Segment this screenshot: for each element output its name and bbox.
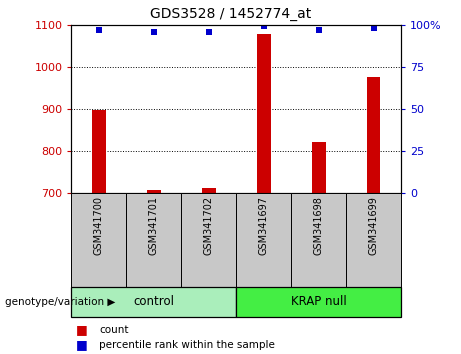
Text: GSM341698: GSM341698	[313, 196, 324, 255]
Point	[95, 27, 103, 33]
Text: percentile rank within the sample: percentile rank within the sample	[99, 340, 275, 350]
Bar	[236, 193, 291, 287]
Text: GSM341697: GSM341697	[259, 196, 269, 255]
Text: GSM341700: GSM341700	[94, 196, 104, 255]
Bar	[257, 34, 271, 193]
Text: genotype/variation ▶: genotype/variation ▶	[5, 297, 115, 307]
Bar	[147, 190, 161, 193]
Bar	[126, 193, 181, 287]
Text: ■: ■	[76, 338, 88, 351]
Point	[315, 27, 322, 33]
Text: control: control	[133, 295, 174, 308]
Text: count: count	[99, 325, 129, 335]
Bar	[291, 193, 346, 287]
Bar	[71, 287, 236, 317]
Bar	[312, 143, 325, 193]
Bar	[181, 193, 236, 287]
Point	[260, 24, 267, 29]
Bar	[236, 287, 401, 317]
Text: GSM341701: GSM341701	[149, 196, 159, 255]
Point	[205, 29, 213, 34]
Point	[150, 29, 158, 34]
Bar	[92, 110, 106, 193]
Point	[370, 25, 377, 31]
Text: ■: ■	[76, 323, 88, 336]
Bar	[346, 193, 401, 287]
Bar	[202, 188, 216, 193]
Bar	[71, 193, 126, 287]
Text: GDS3528 / 1452774_at: GDS3528 / 1452774_at	[150, 7, 311, 22]
Text: GSM341702: GSM341702	[204, 196, 214, 255]
Text: GSM341699: GSM341699	[369, 196, 378, 255]
Bar	[367, 77, 380, 193]
Text: KRAP null: KRAP null	[291, 295, 347, 308]
